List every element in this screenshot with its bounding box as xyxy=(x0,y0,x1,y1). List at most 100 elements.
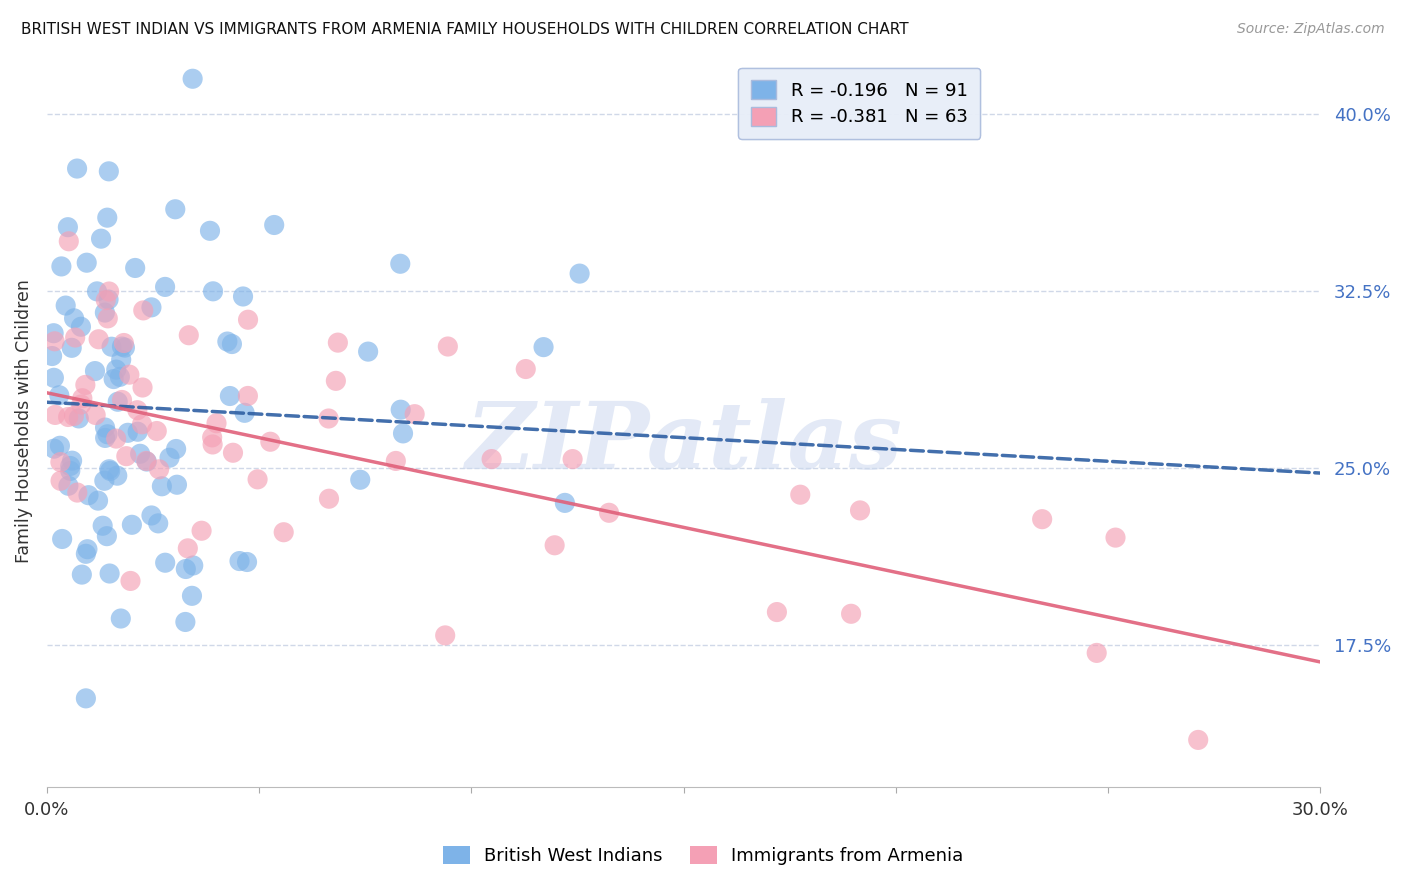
Point xyxy=(115,449,138,463)
Point xyxy=(63,330,86,344)
Point xyxy=(533,340,555,354)
Point xyxy=(63,409,86,423)
Point xyxy=(120,574,142,588)
Point xyxy=(91,518,114,533)
Point xyxy=(165,442,187,456)
Point xyxy=(105,468,128,483)
Point xyxy=(97,293,120,307)
Point xyxy=(100,340,122,354)
Text: ZIPatlas: ZIPatlas xyxy=(465,398,903,488)
Point xyxy=(1187,732,1209,747)
Point xyxy=(90,232,112,246)
Point xyxy=(568,267,591,281)
Point xyxy=(1031,512,1053,526)
Point xyxy=(219,389,242,403)
Point xyxy=(94,305,117,319)
Point xyxy=(84,364,107,378)
Point xyxy=(97,164,120,178)
Point xyxy=(165,202,187,217)
Point xyxy=(205,416,228,430)
Point xyxy=(114,341,136,355)
Point xyxy=(127,403,149,417)
Point xyxy=(111,340,134,354)
Point xyxy=(849,503,872,517)
Point xyxy=(118,368,141,382)
Point xyxy=(121,517,143,532)
Point xyxy=(98,566,121,581)
Point xyxy=(41,349,63,363)
Point xyxy=(51,532,73,546)
Point xyxy=(481,452,503,467)
Point xyxy=(1104,531,1126,545)
Point xyxy=(49,439,72,453)
Point xyxy=(108,369,131,384)
Point xyxy=(96,529,118,543)
Point xyxy=(94,420,117,434)
Point xyxy=(70,567,93,582)
Point xyxy=(392,426,415,441)
Point xyxy=(181,589,204,603)
Point xyxy=(60,453,83,467)
Point xyxy=(76,256,98,270)
Point xyxy=(217,334,239,349)
Point xyxy=(75,547,97,561)
Point xyxy=(153,556,176,570)
Legend: British West Indians, Immigrants from Armenia: British West Indians, Immigrants from Ar… xyxy=(436,839,970,872)
Point xyxy=(1085,646,1108,660)
Point xyxy=(839,607,862,621)
Point xyxy=(49,455,72,469)
Point xyxy=(56,220,79,235)
Point xyxy=(181,558,204,573)
Point xyxy=(70,397,93,411)
Point xyxy=(98,285,121,299)
Point xyxy=(148,516,170,531)
Point xyxy=(55,299,77,313)
Point xyxy=(49,474,72,488)
Point xyxy=(385,454,408,468)
Text: Source: ZipAtlas.com: Source: ZipAtlas.com xyxy=(1237,22,1385,37)
Point xyxy=(112,336,135,351)
Point xyxy=(198,224,221,238)
Point xyxy=(132,303,155,318)
Point xyxy=(325,374,347,388)
Point xyxy=(153,280,176,294)
Point xyxy=(59,458,82,473)
Point xyxy=(103,372,125,386)
Point xyxy=(87,332,110,346)
Point xyxy=(96,427,118,442)
Point xyxy=(233,406,256,420)
Point xyxy=(131,380,153,394)
Point xyxy=(181,71,204,86)
Point xyxy=(236,555,259,569)
Point xyxy=(58,479,80,493)
Point xyxy=(236,312,259,326)
Point xyxy=(141,508,163,523)
Point xyxy=(129,447,152,461)
Point xyxy=(111,392,134,407)
Point xyxy=(766,605,789,619)
Point xyxy=(56,409,79,424)
Point xyxy=(48,388,70,402)
Point xyxy=(94,293,117,307)
Point xyxy=(124,260,146,275)
Legend: R = -0.196   N = 91, R = -0.381   N = 63: R = -0.196 N = 91, R = -0.381 N = 63 xyxy=(738,68,980,139)
Point xyxy=(150,479,173,493)
Point xyxy=(66,485,89,500)
Point xyxy=(59,464,82,478)
Point xyxy=(70,319,93,334)
Point xyxy=(105,362,128,376)
Point xyxy=(42,371,65,385)
Point xyxy=(76,542,98,557)
Point xyxy=(135,454,157,468)
Point xyxy=(148,462,170,476)
Point xyxy=(66,161,89,176)
Point xyxy=(107,394,129,409)
Text: BRITISH WEST INDIAN VS IMMIGRANTS FROM ARMENIA FAMILY HOUSEHOLDS WITH CHILDREN C: BRITISH WEST INDIAN VS IMMIGRANTS FROM A… xyxy=(21,22,908,37)
Point xyxy=(110,611,132,625)
Point xyxy=(201,430,224,444)
Point xyxy=(232,289,254,303)
Point xyxy=(554,496,576,510)
Point xyxy=(273,525,295,540)
Point xyxy=(598,506,620,520)
Point xyxy=(42,442,65,456)
